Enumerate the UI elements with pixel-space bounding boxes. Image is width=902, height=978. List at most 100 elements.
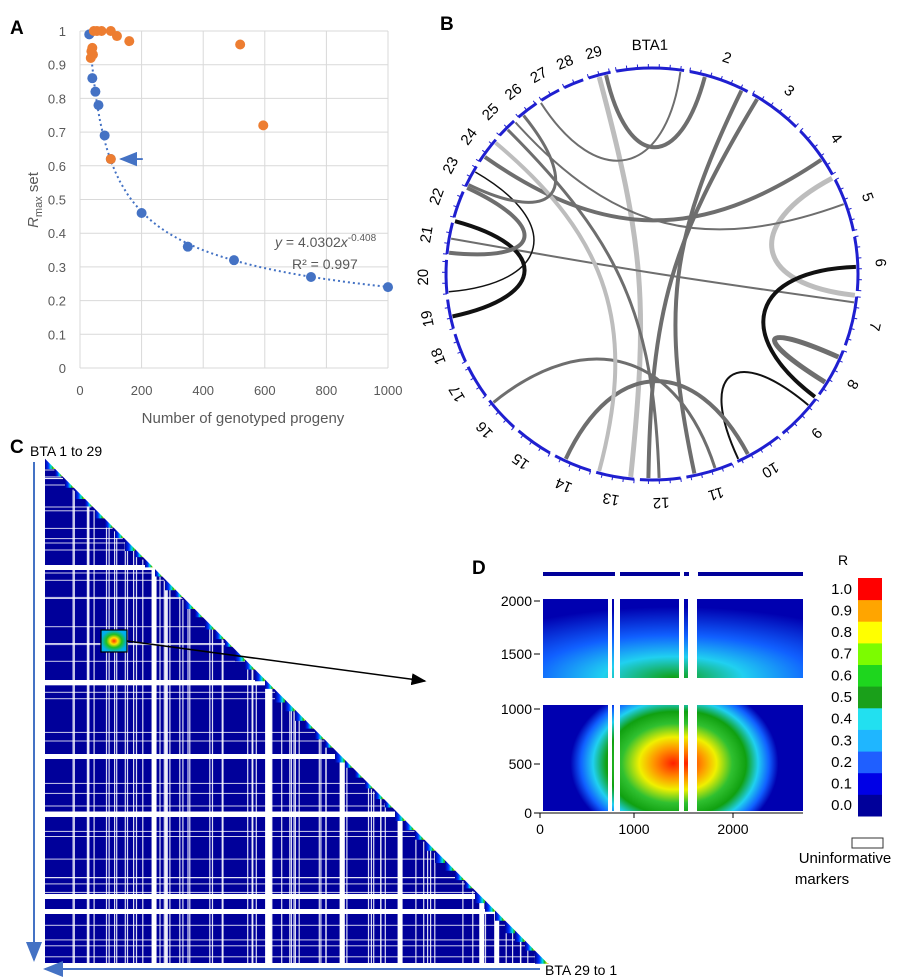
b-chord-link [506, 128, 661, 478]
b-ring-tick [495, 411, 500, 415]
c-stripe-h [45, 891, 476, 893]
b-ring-segment [817, 350, 845, 396]
b-ring-tick [850, 218, 855, 221]
c-stripe-v [209, 626, 211, 963]
d-upper-block [543, 599, 803, 678]
b-ring-tick [752, 90, 756, 95]
b-ring-tick [558, 458, 562, 463]
a-y-tick-label: 0.4 [48, 226, 66, 241]
b-chord-link [646, 98, 759, 479]
b-ring-tick [449, 215, 455, 218]
c-stripe-h [45, 896, 480, 898]
panel-c-ld-heatmap: C BTA 1 to 29 BTA 29 to 1 [10, 437, 617, 978]
c-stripe-v [86, 503, 88, 963]
b-ring-tick [453, 205, 458, 208]
b-chromosome-label: 26 [502, 80, 526, 104]
b-ring-segment [453, 333, 467, 363]
c-diagonal-blocks [44, 457, 549, 964]
a-x-tick-label: 1000 [374, 383, 403, 398]
b-chromosome-label: 14 [553, 474, 575, 496]
d-colorbar-swatch [858, 794, 882, 817]
b-ring-tick [843, 197, 848, 200]
b-chromosome-label: 27 [527, 64, 550, 87]
c-stripe-v [271, 689, 273, 963]
c-stripe-v [88, 505, 90, 963]
b-ring-tick [503, 124, 508, 128]
b-ring-segment [799, 129, 834, 176]
c-stripe-v [189, 606, 191, 963]
c-stripe-v [211, 629, 214, 963]
b-ring-tick [578, 467, 581, 472]
c-stripe-v [114, 531, 116, 963]
b-ring-tick [625, 65, 628, 70]
c-stripe-h [45, 805, 390, 807]
c-stripe-h [45, 698, 283, 700]
b-ring-tick [826, 162, 831, 166]
d-colorbar-tick-label: 0.4 [831, 711, 852, 728]
b-ring-tick [853, 229, 858, 231]
c-stripe-v [290, 708, 292, 963]
b-ring-tick [847, 338, 852, 341]
b-ring-tick [850, 328, 855, 330]
b-ring-tick [814, 144, 818, 148]
b-ring-tick [741, 459, 744, 464]
c-stripe-v [268, 686, 270, 963]
b-ring-tick [770, 102, 774, 106]
b-ring-tick [690, 476, 693, 481]
b-ring-segment [833, 179, 855, 232]
c-stripe-v [159, 576, 161, 963]
c-stripe-h [45, 691, 276, 693]
b-chromosome-label: 8 [843, 376, 862, 392]
b-ring-segment [843, 296, 859, 346]
b-chromosome-label: 19 [418, 309, 438, 329]
b-ring-tick [524, 106, 528, 111]
a-point-blue [182, 241, 193, 252]
panel-a-scatter: A 0 0.1 0.2 0.3 0.4 0.5 0.6 0.7 0.8 0.9 1 0 200 400 6… [10, 18, 402, 427]
d-x-tick-label: 2000 [717, 821, 748, 837]
b-chord-link [483, 155, 823, 223]
b-ring-tick [740, 84, 744, 89]
c-stripe-v [163, 581, 165, 963]
c-stripe-v [293, 711, 295, 963]
b-ring-tick [820, 153, 825, 157]
panel-c-letter: C [10, 437, 24, 458]
a-x-tick-label: 800 [316, 383, 338, 398]
b-chromosome-label: 6 [872, 258, 889, 267]
c-stripe-v [105, 523, 108, 963]
c-stripe-h [45, 731, 316, 733]
c-stripe-h [45, 527, 113, 529]
d-colorbar: 0.0 0.1 0.2 0.3 0.4 0.5 0.6 0.7 0.8 0.9 1.0 [831, 578, 882, 817]
d-y-tick-label: 0 [524, 805, 532, 821]
d-y-tick-label: 2000 [501, 593, 532, 609]
c-bottom-label: BTA 29 to 1 [545, 962, 617, 978]
b-chord-link [761, 264, 856, 399]
c-stripe-h [45, 469, 55, 471]
c-boundary-v [479, 897, 485, 963]
panel-a-letter: A [10, 18, 24, 39]
a-point-orange [258, 120, 269, 131]
c-stripe-v [325, 743, 327, 963]
b-chromosome-label: 20 [415, 269, 432, 286]
a-y-tick-label: 0 [59, 361, 66, 376]
b-ring-tick [453, 341, 458, 344]
b-chromosome-label: 10 [759, 458, 782, 481]
c-stripe-v [370, 789, 372, 963]
c-stripe-v [179, 596, 181, 963]
c-stripe-h [45, 626, 211, 628]
c-stripe-h [45, 484, 70, 486]
b-ring-tick [711, 470, 714, 476]
c-stripe-v [298, 716, 300, 963]
c-stripe-h [45, 598, 183, 599]
d-colorbar-swatch [858, 707, 882, 730]
b-ring-tick [815, 398, 820, 402]
b-ring-tick [720, 75, 723, 81]
b-ring-tick [457, 351, 462, 354]
b-ring-tick [465, 367, 470, 371]
b-ring-tick [475, 158, 480, 162]
b-ring-tick [472, 164, 476, 168]
c-stripe-h [45, 542, 128, 544]
b-ring-segment [488, 399, 516, 429]
b-chord-link [492, 357, 717, 469]
b-ring-segment [686, 462, 733, 479]
b-chromosome-label: 4 [827, 130, 846, 147]
